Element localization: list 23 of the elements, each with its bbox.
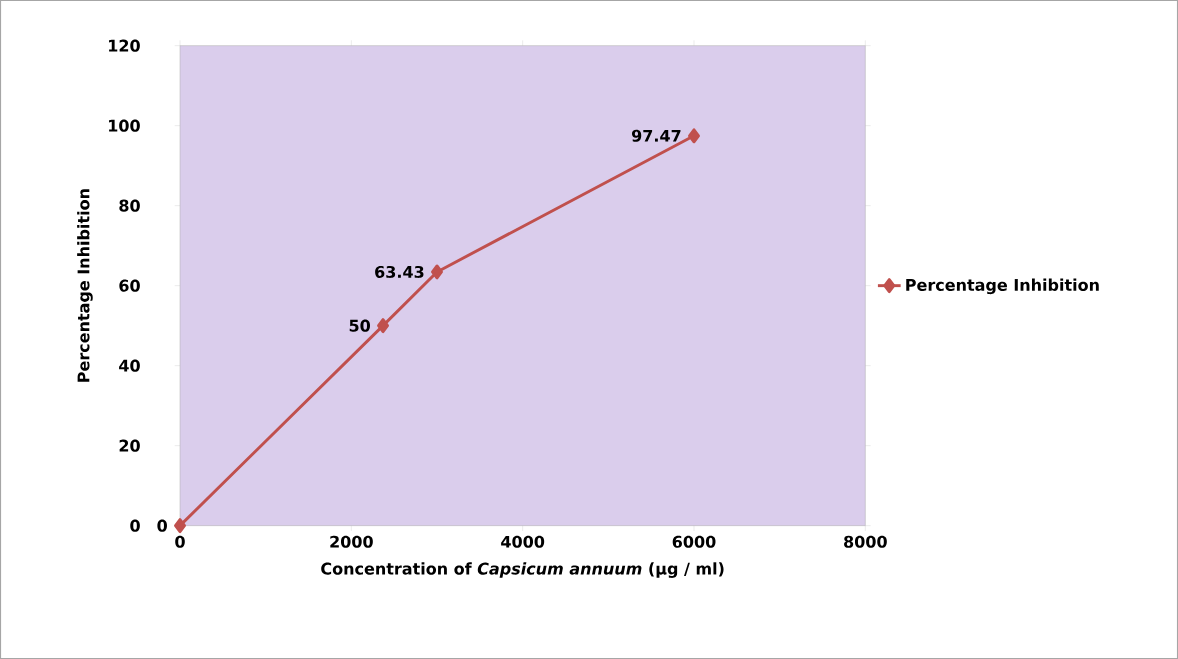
x-tick-label: 6000 [672,535,716,548]
point [377,318,389,334]
data-label: 0 [157,519,167,532]
y-tick-label: 120 [109,39,140,52]
x-tick-label: 4000 [501,535,545,548]
point [688,128,700,144]
y-axis-title: Percentage Inhibition [77,189,93,382]
y-tick-label: 20 [119,439,140,452]
x-tick-label: 0 [175,535,185,548]
point [431,264,443,280]
legend-label: Percentage Inhibition [906,278,1099,295]
y-tick-label: 40 [119,359,140,372]
data-label: 97.47 [631,129,681,142]
data-label: 50 [349,319,371,332]
data-label: 63.43 [375,265,424,278]
y-tick-label: 100 [109,119,140,132]
x-tick-label: 8000 [844,535,887,548]
y-tick-label: 0 [130,519,140,532]
y-tick-label: 60 [119,279,140,292]
x-tick-label: 2000 [330,535,373,548]
y-tick-label: 80 [119,199,140,212]
point [174,518,186,534]
x-axis-title: Concentration of Capsicum annuum (µg / ml) [321,562,724,578]
